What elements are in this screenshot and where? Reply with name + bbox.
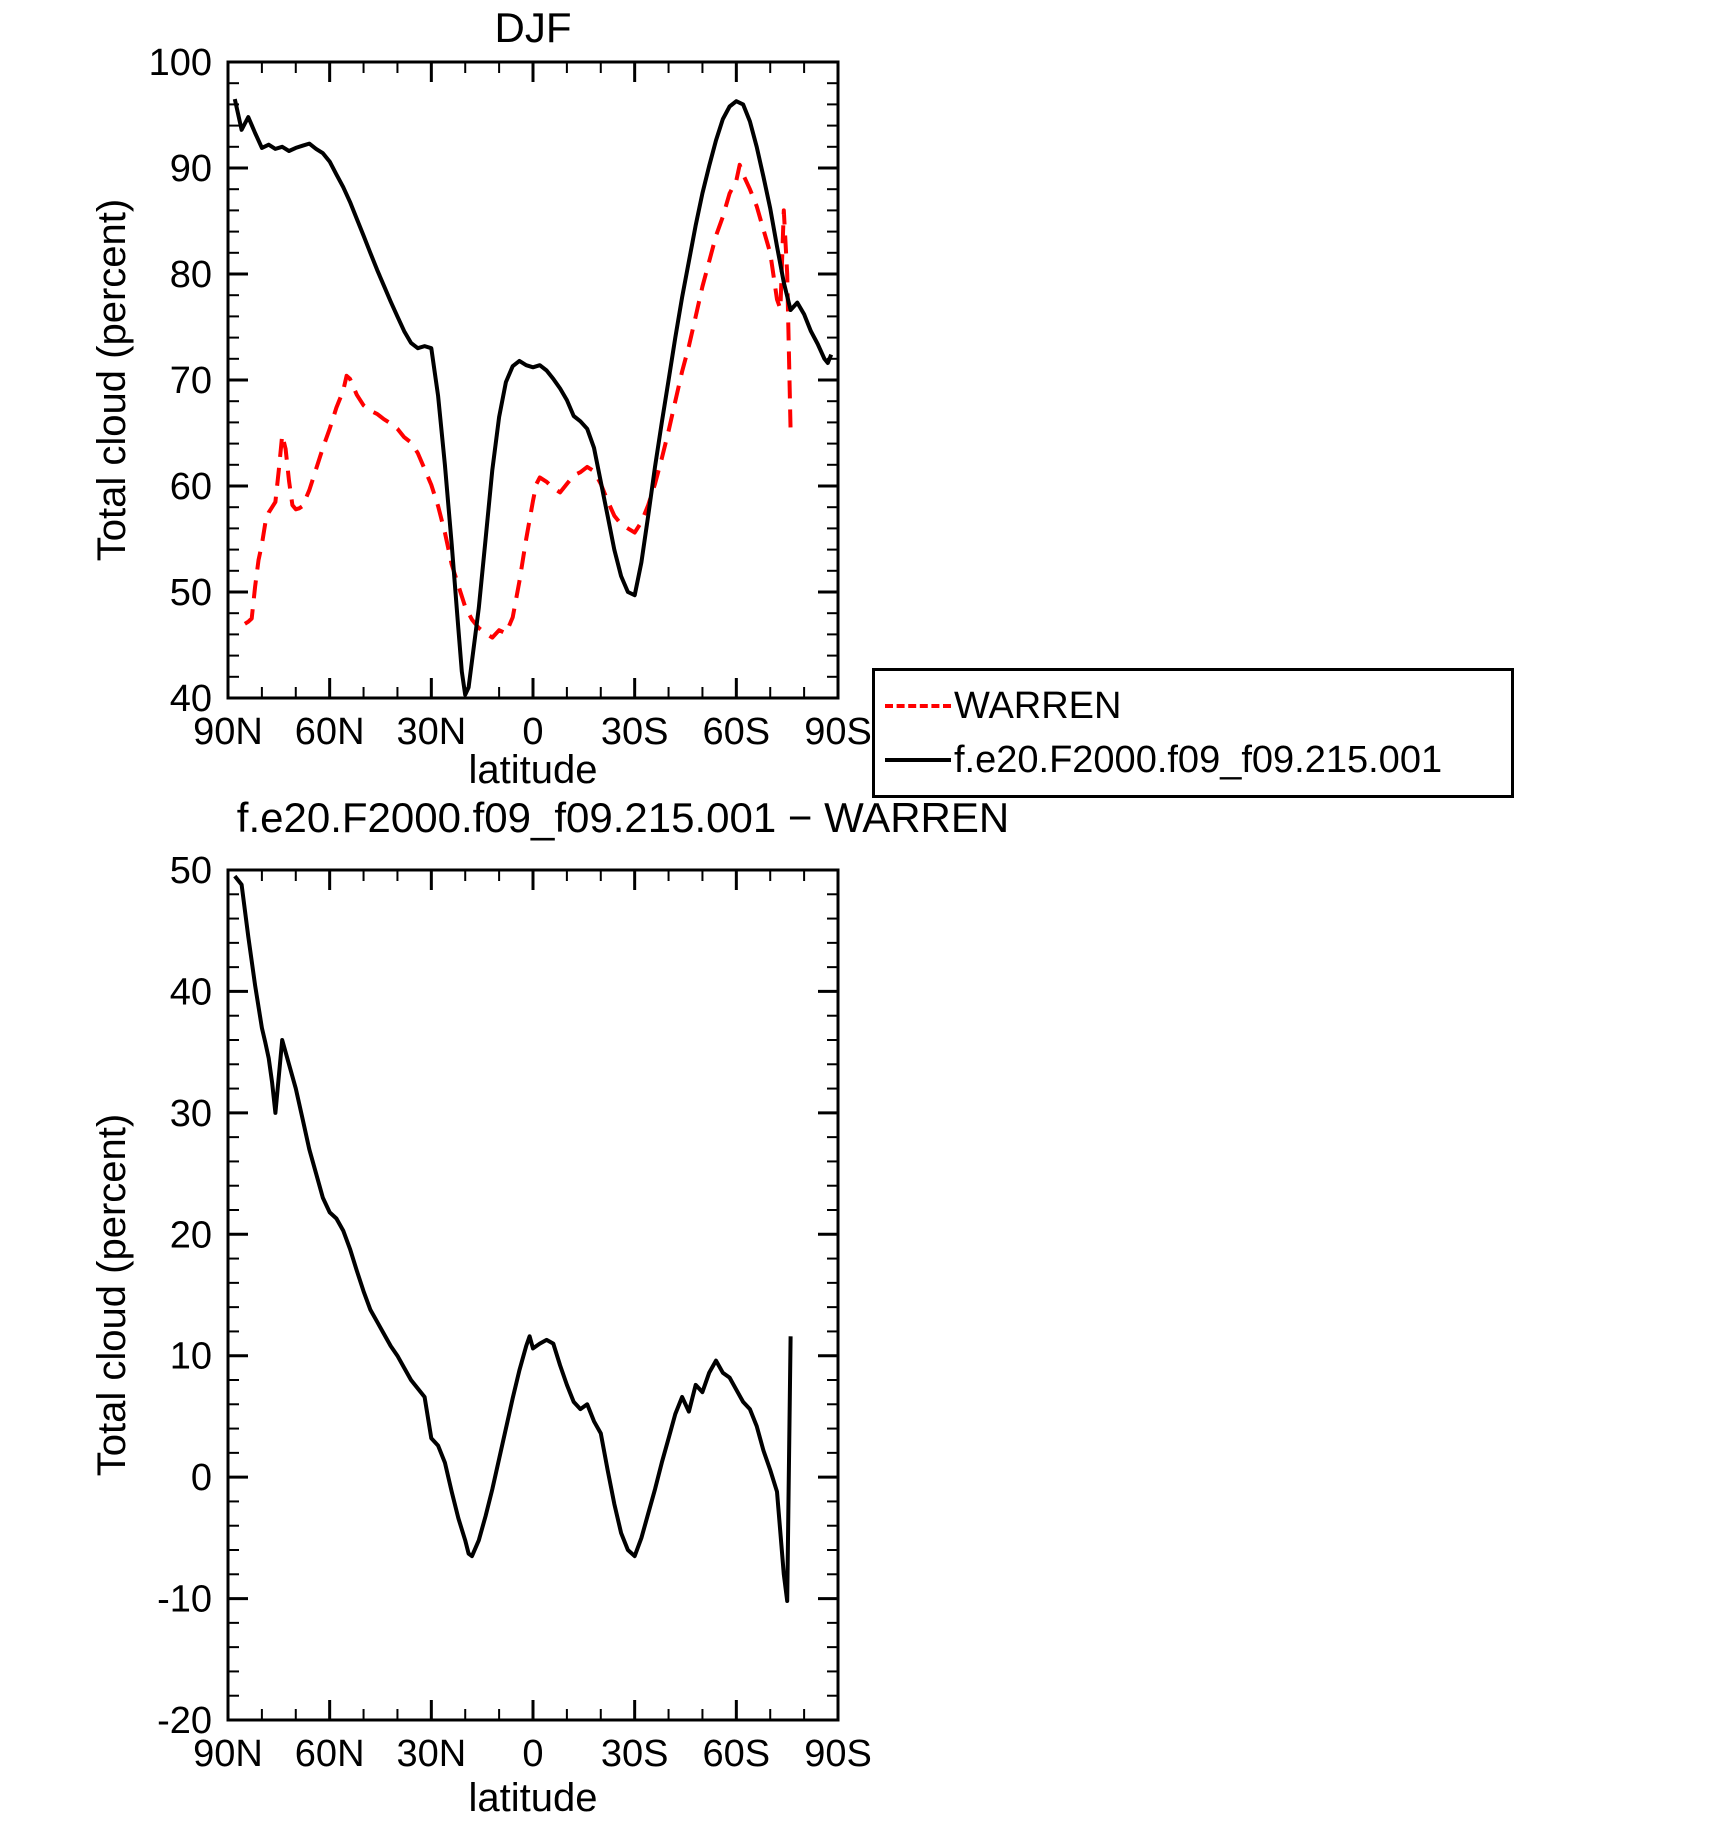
f-e20-f2000-f09-f09-215-001-series-line <box>232 98 834 697</box>
top-chart-title: DJF <box>494 4 572 51</box>
x-tick-label: 0 <box>522 1733 543 1775</box>
y-tick-label: -10 <box>157 1579 212 1621</box>
y-tick-label: 60 <box>170 466 212 508</box>
bottom-chart-x-axis-label: latitude <box>468 1776 598 1820</box>
x-tick-label: 30N <box>396 1733 466 1775</box>
plot-border <box>226 60 840 700</box>
legend-entry-warren: WARREN <box>885 679 1507 733</box>
bottom-chart-y-axis-label: Total cloud (percent) <box>90 1113 134 1477</box>
x-tick-label: 0 <box>522 711 543 753</box>
x-tick-label: 60N <box>295 1733 365 1775</box>
x-tick-label: 60S <box>703 711 771 753</box>
legend-entry-model: f.e20.F2000.f09_f09.215.001 <box>885 733 1507 787</box>
y-tick-label: 40 <box>170 678 212 720</box>
y-tick-label: 20 <box>170 1214 212 1256</box>
y-tick-label: 0 <box>191 1457 212 1499</box>
x-tick-label: 90N <box>193 1733 263 1775</box>
model-line-swatch-icon <box>885 758 951 762</box>
y-tick-label: 40 <box>170 971 212 1013</box>
y-tick-label: 50 <box>170 850 212 892</box>
x-tick-label: 90S <box>804 1733 872 1775</box>
legend-label-warren: WARREN <box>954 684 1122 727</box>
plot-border <box>226 868 840 1722</box>
difference-series-line <box>233 874 793 1603</box>
y-tick-label: 100 <box>149 42 212 84</box>
legend-label-model: f.e20.F2000.f09_f09.215.001 <box>954 738 1443 781</box>
warren-line-swatch-icon <box>885 704 951 708</box>
y-tick-label: -20 <box>157 1700 212 1742</box>
x-tick-label: 60N <box>295 711 365 753</box>
legend-box: WARREN f.e20.F2000.f09_f09.215.001 <box>872 668 1514 798</box>
y-tick-label: 80 <box>170 254 212 296</box>
x-tick-label: 90S <box>804 711 872 753</box>
x-tick-label: 30S <box>601 711 669 753</box>
y-tick-label: 90 <box>170 148 212 190</box>
y-tick-label: 70 <box>170 360 212 402</box>
warren-series-line <box>243 162 793 640</box>
y-tick-label: 50 <box>170 572 212 614</box>
x-tick-label: 90N <box>193 711 263 753</box>
top-chart-x-axis-label: latitude <box>468 748 598 792</box>
y-tick-label: 10 <box>170 1336 212 1378</box>
top-chart-y-axis-label: Total cloud (percent) <box>90 198 134 562</box>
x-tick-label: 30N <box>396 711 466 753</box>
x-tick-label: 30S <box>601 1733 669 1775</box>
x-tick-label: 60S <box>703 1733 771 1775</box>
y-tick-label: 30 <box>170 1093 212 1135</box>
bottom-chart-title: f.e20.F2000.f09_f09.215.001 − WARREN <box>236 794 1010 841</box>
